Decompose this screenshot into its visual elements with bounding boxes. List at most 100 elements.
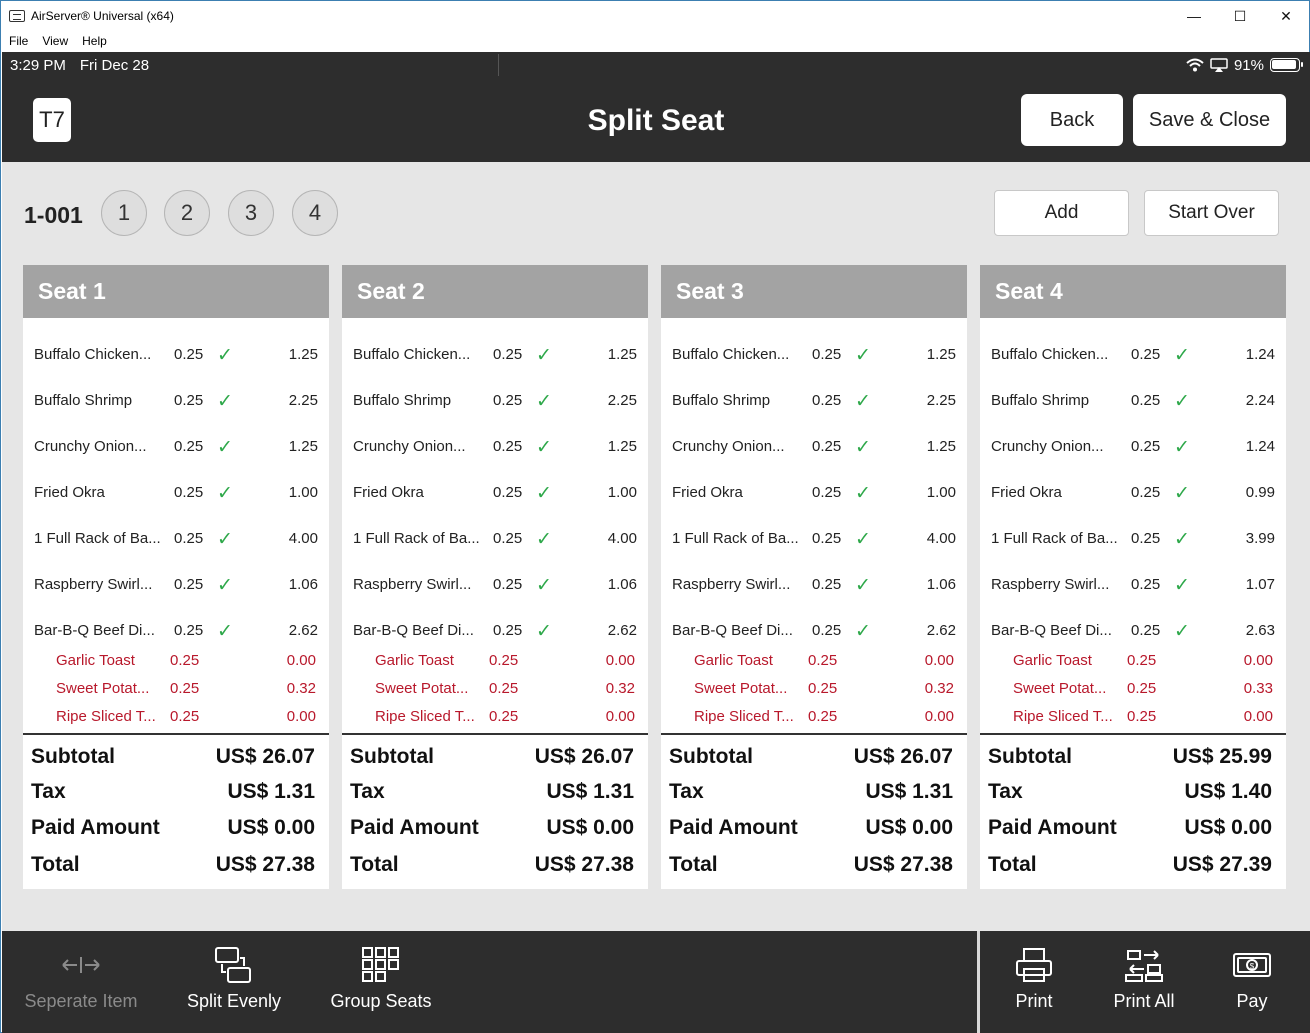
seat-item-row[interactable]: Buffalo Shrimp 0.25 ✓ 2.25: [661, 378, 967, 424]
paid-label: Paid Amount: [669, 816, 798, 839]
close-button[interactable]: ✕: [1280, 7, 1292, 24]
group-seats-button[interactable]: Group Seats: [326, 931, 436, 1033]
seat-item-row[interactable]: Buffalo Chicken... 0.25 ✓ 1.24: [980, 332, 1286, 378]
seat-item-row[interactable]: Buffalo Chicken... 0.25 ✓ 1.25: [23, 332, 329, 378]
seat-card-title[interactable]: Seat 3: [661, 265, 967, 318]
seat-item-row[interactable]: Buffalo Chicken... 0.25 ✓ 1.25: [661, 332, 967, 378]
seat-card-title[interactable]: Seat 2: [342, 265, 648, 318]
seat-item-row[interactable]: Crunchy Onion... 0.25 ✓ 1.25: [342, 424, 648, 470]
check-icon: ✓: [217, 483, 233, 504]
seat-item-row[interactable]: Fried Okra 0.25 ✓ 1.00: [661, 470, 967, 516]
item-name: Crunchy Onion...: [353, 438, 466, 455]
modifier-name: Garlic Toast: [694, 652, 773, 669]
modifier-quantity: 0.25: [808, 680, 838, 697]
seat-item-row[interactable]: Bar-B-Q Beef Di... 0.25 ✓ 2.62: [342, 608, 648, 654]
item-amount: 1.25: [926, 346, 956, 363]
subtotal-label: Subtotal: [988, 745, 1072, 768]
seat-item-row[interactable]: Raspberry Swirl... 0.25 ✓ 1.06: [23, 562, 329, 608]
start-over-button[interactable]: Start Over: [1144, 190, 1279, 236]
seat-modifier-row[interactable]: Ripe Sliced T... 0.25 0.00: [23, 704, 329, 732]
print-all-button[interactable]: Print All: [1106, 931, 1182, 1033]
paid-label: Paid Amount: [350, 816, 479, 839]
seat-card-title[interactable]: Seat 4: [980, 265, 1286, 318]
paid-value: US$ 0.00: [1184, 816, 1272, 839]
modifier-quantity: 0.25: [489, 680, 519, 697]
seat-item-row[interactable]: Crunchy Onion... 0.25 ✓ 1.24: [980, 424, 1286, 470]
seat-modifier-row[interactable]: Sweet Potat... 0.25 0.33: [980, 676, 1286, 704]
seat-modifier-row[interactable]: Garlic Toast 0.25 0.00: [342, 648, 648, 676]
seat-selector-4[interactable]: 4: [292, 190, 338, 236]
item-name: Bar-B-Q Beef Di...: [353, 622, 474, 639]
item-amount: 2.62: [607, 622, 637, 639]
seat-card-title[interactable]: Seat 1: [23, 265, 329, 318]
seat-item-row[interactable]: Buffalo Shrimp 0.25 ✓ 2.25: [23, 378, 329, 424]
seat-modifier-row[interactable]: Garlic Toast 0.25 0.00: [980, 648, 1286, 676]
seat-modifier-row[interactable]: Ripe Sliced T... 0.25 0.00: [980, 704, 1286, 732]
item-amount: 1.06: [288, 576, 318, 593]
save-close-button[interactable]: Save & Close: [1133, 94, 1286, 146]
seat-item-row[interactable]: Crunchy Onion... 0.25 ✓ 1.25: [23, 424, 329, 470]
modifier-name: Sweet Potat...: [56, 680, 150, 697]
seat-item-row[interactable]: Crunchy Onion... 0.25 ✓ 1.25: [661, 424, 967, 470]
print-button[interactable]: Print: [1004, 931, 1064, 1033]
seat-selector-2[interactable]: 2: [164, 190, 210, 236]
menu-view[interactable]: View: [42, 34, 69, 48]
seat-item-row[interactable]: 1 Full Rack of Ba... 0.25 ✓ 4.00: [23, 516, 329, 562]
seat-item-row[interactable]: Bar-B-Q Beef Di... 0.25 ✓ 2.62: [661, 608, 967, 654]
pay-button[interactable]: $ Pay: [1224, 931, 1280, 1033]
seat-modifier-row[interactable]: Ripe Sliced T... 0.25 0.00: [342, 704, 648, 732]
seat-item-row[interactable]: Bar-B-Q Beef Di... 0.25 ✓ 2.62: [23, 608, 329, 654]
seat-modifier-row[interactable]: Sweet Potat... 0.25 0.32: [342, 676, 648, 704]
seat-item-row[interactable]: Fried Okra 0.25 ✓ 0.99: [980, 470, 1286, 516]
seat-modifier-row[interactable]: Garlic Toast 0.25 0.00: [23, 648, 329, 676]
paid-label: Paid Amount: [31, 816, 160, 839]
check-icon: ✓: [217, 345, 233, 366]
seat-item-row[interactable]: Raspberry Swirl... 0.25 ✓ 1.06: [661, 562, 967, 608]
item-amount: 2.25: [926, 392, 956, 409]
item-name: 1 Full Rack of Ba...: [991, 530, 1118, 547]
seat-item-row[interactable]: 1 Full Rack of Ba... 0.25 ✓ 3.99: [980, 516, 1286, 562]
item-quantity: 0.25: [812, 576, 842, 593]
seat-item-row[interactable]: 1 Full Rack of Ba... 0.25 ✓ 4.00: [661, 516, 967, 562]
seat-item-row[interactable]: Fried Okra 0.25 ✓ 1.00: [23, 470, 329, 516]
menu-file[interactable]: File: [9, 34, 29, 48]
total-row-subtotal: Subtotal US$ 26.07: [342, 741, 648, 775]
split-evenly-button[interactable]: Split Evenly: [182, 931, 286, 1033]
add-seat-button[interactable]: Add: [994, 190, 1129, 236]
paid-value: US$ 0.00: [227, 816, 315, 839]
seat-item-row[interactable]: Bar-B-Q Beef Di... 0.25 ✓ 2.63: [980, 608, 1286, 654]
seat-item-row[interactable]: Buffalo Shrimp 0.25 ✓ 2.24: [980, 378, 1286, 424]
seat-item-row[interactable]: 1 Full Rack of Ba... 0.25 ✓ 4.00: [342, 516, 648, 562]
seat-selector-3[interactable]: 3: [228, 190, 274, 236]
check-icon: ✓: [1174, 437, 1190, 458]
seat-modifier-row[interactable]: Ripe Sliced T... 0.25 0.00: [661, 704, 967, 732]
menu-help[interactable]: Help: [82, 34, 107, 48]
total-row-paid: Paid Amount US$ 0.00: [661, 812, 967, 846]
item-quantity: 0.25: [812, 438, 842, 455]
check-icon: ✓: [855, 391, 871, 412]
seat-selector-1[interactable]: 1: [101, 190, 147, 236]
printer-icon: [1014, 945, 1054, 985]
tax-label: Tax: [350, 780, 385, 803]
seat-item-row[interactable]: Buffalo Shrimp 0.25 ✓ 2.25: [342, 378, 648, 424]
seat-item-row[interactable]: Raspberry Swirl... 0.25 ✓ 1.06: [342, 562, 648, 608]
seat-modifier-row[interactable]: Sweet Potat... 0.25 0.32: [661, 676, 967, 704]
separate-item-button[interactable]: Seperate Item: [22, 931, 140, 1033]
item-quantity: 0.25: [812, 484, 842, 501]
check-icon: ✓: [1174, 345, 1190, 366]
back-button[interactable]: Back: [1021, 94, 1123, 146]
check-icon: ✓: [855, 345, 871, 366]
seat-item-row[interactable]: Raspberry Swirl... 0.25 ✓ 1.07: [980, 562, 1286, 608]
maximize-button[interactable]: ☐: [1233, 7, 1247, 24]
item-name: Fried Okra: [991, 484, 1062, 501]
seat-modifier-row[interactable]: Sweet Potat... 0.25 0.32: [23, 676, 329, 704]
seat-item-row[interactable]: Buffalo Chicken... 0.25 ✓ 1.25: [342, 332, 648, 378]
status-time: 3:29 PM: [10, 56, 66, 74]
modifier-amount: 0.00: [924, 708, 954, 725]
check-icon: ✓: [536, 437, 552, 458]
seat-item-row[interactable]: Fried Okra 0.25 ✓ 1.00: [342, 470, 648, 516]
minimize-button[interactable]: —: [1187, 8, 1201, 24]
seat-modifier-row[interactable]: Garlic Toast 0.25 0.00: [661, 648, 967, 676]
battery-icon: [1270, 58, 1303, 72]
item-amount: 1.00: [607, 484, 637, 501]
